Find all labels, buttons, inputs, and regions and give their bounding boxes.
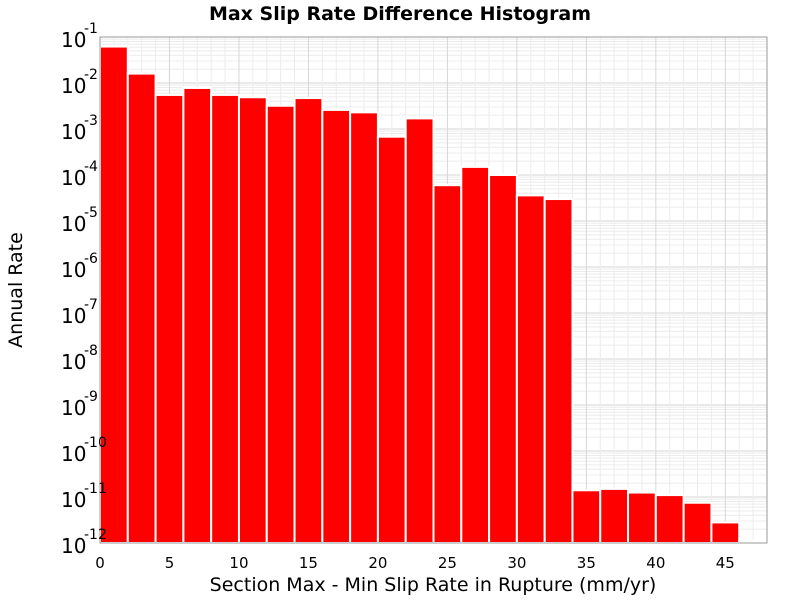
y-tick-label: 10 (61, 74, 86, 98)
y-tick-label: 10 (61, 534, 86, 558)
histogram-bar (154, 93, 185, 544)
y-tick-label: 10 (61, 212, 86, 236)
y-tick-exponent: -5 (84, 205, 98, 221)
histogram-bar (710, 521, 741, 544)
y-tick-label: 10 (61, 396, 86, 420)
y-axis-label: Annual Rate (5, 232, 27, 348)
histogram-bar (599, 487, 630, 545)
y-tick-label: 10 (61, 258, 86, 282)
x-tick-label: 5 (165, 554, 175, 572)
x-axis-label: Section Max - Min Slip Rate in Rupture (… (210, 574, 657, 596)
x-tick-label: 15 (299, 554, 318, 572)
y-tick-label: 10 (61, 120, 86, 144)
y-tick-label: 10 (61, 442, 86, 466)
histogram-bar (627, 491, 657, 545)
y-tick-exponent: -12 (84, 527, 107, 543)
y-tick-exponent: -4 (84, 159, 98, 175)
y-tick-label: 10 (61, 304, 86, 328)
histogram-bar (210, 93, 240, 544)
y-tick-exponent: -2 (84, 67, 98, 83)
x-tick-label: 25 (438, 554, 457, 572)
y-tick-label: 10 (61, 28, 86, 52)
x-tick-label: 40 (646, 554, 665, 572)
y-tick-exponent: -11 (84, 481, 107, 497)
y-tick-exponent: -8 (84, 343, 98, 359)
histogram-bar (265, 104, 296, 545)
histogram-bar (237, 96, 268, 544)
histogram-bar (488, 174, 518, 544)
plot-area-border (99, 36, 768, 544)
histogram-bar (321, 108, 352, 544)
y-tick-exponent: -6 (84, 251, 98, 267)
y-tick-exponent: -3 (84, 113, 98, 129)
x-tick-label: 35 (577, 554, 596, 572)
histogram-bar (460, 165, 491, 544)
histogram-bar (682, 501, 713, 545)
histogram-bar (182, 86, 213, 544)
y-tick-label: 10 (61, 166, 86, 190)
histogram-bar (349, 111, 379, 544)
y-tick-exponent: -9 (84, 389, 98, 405)
x-tick-label: 30 (507, 554, 526, 572)
histogram-bar (99, 45, 129, 544)
histogram-bar (432, 184, 463, 544)
histogram-bar (126, 72, 157, 545)
x-tick-label: 0 (95, 554, 105, 572)
y-tick-exponent: -7 (84, 297, 98, 313)
y-tick-exponent: -1 (84, 21, 98, 37)
y-axis-ticks: 10-110-210-310-410-510-610-710-810-910-1… (61, 21, 107, 558)
y-tick-label: 10 (61, 488, 86, 512)
x-tick-label: 10 (229, 554, 248, 572)
histogram-bar (654, 494, 685, 545)
x-tick-label: 20 (368, 554, 387, 572)
histogram-bar (543, 198, 574, 544)
y-tick-label: 10 (61, 350, 86, 374)
x-axis-ticks: 0 5 10 15 20 25 30 35 40 45 (95, 554, 735, 572)
chart-title: Max Slip Rate Difference Histogram (209, 3, 591, 25)
histogram-bar (376, 135, 407, 544)
y-tick-exponent: -10 (84, 435, 107, 451)
x-tick-label: 45 (716, 554, 735, 572)
histogram-bar (293, 97, 324, 544)
histogram-bar (404, 117, 435, 544)
histogram-bar (571, 489, 602, 544)
histogram-bar (515, 194, 546, 544)
